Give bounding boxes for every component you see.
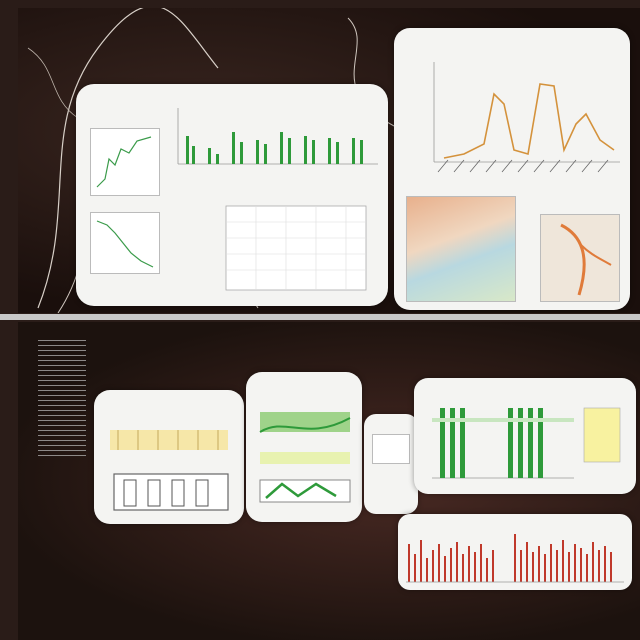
chart-card-bottom-right xyxy=(414,378,636,494)
analysis-card-left xyxy=(76,84,388,306)
chart-card-bottom-small xyxy=(364,414,418,514)
chart-card-bottom-center xyxy=(246,372,362,522)
green-bar-chart xyxy=(177,108,378,165)
small-thumb xyxy=(372,434,410,464)
green-heat-chart xyxy=(259,412,351,503)
red-bar-chart xyxy=(406,534,624,583)
timeline-chart xyxy=(110,430,229,511)
orange-line-chart xyxy=(433,62,620,163)
top-panel xyxy=(18,8,640,313)
empty-grid-chart xyxy=(225,205,367,291)
green-column-chart xyxy=(432,407,621,479)
chart-card-bottom-left xyxy=(94,390,244,524)
panel-divider xyxy=(0,314,640,320)
image-thumb-right xyxy=(540,214,620,302)
line-chart-small-top xyxy=(90,128,160,196)
stats-sheet-icon xyxy=(38,340,86,460)
chart-card-red-bars xyxy=(398,514,632,590)
analysis-card-right xyxy=(394,28,630,310)
line-chart-small-bottom xyxy=(90,212,160,274)
tick-label-row xyxy=(437,159,609,173)
image-thumb-left xyxy=(406,196,516,302)
bottom-panel xyxy=(18,322,640,640)
